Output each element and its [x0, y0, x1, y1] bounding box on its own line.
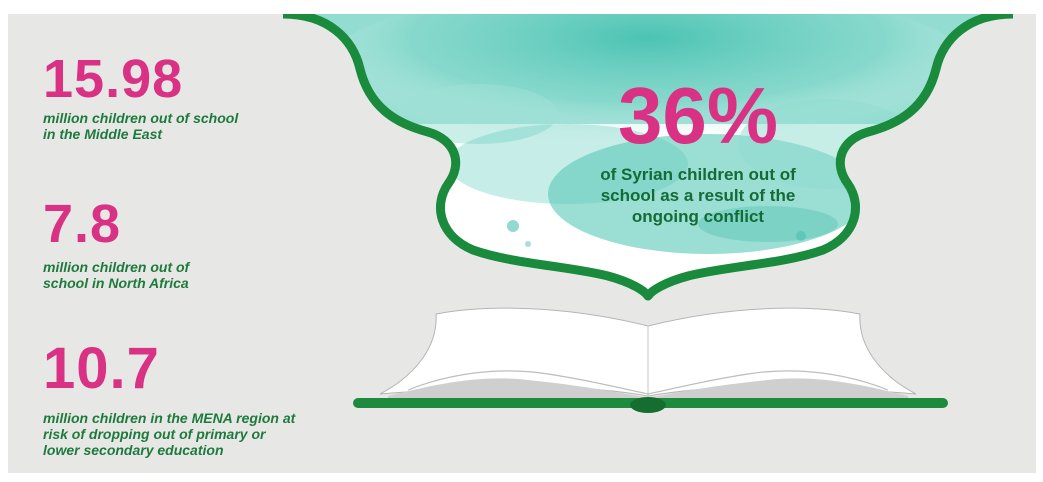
banner-description: of Syrian children out of school as a re… [538, 164, 858, 227]
banner-description-line: of Syrian children out of [600, 165, 796, 184]
illustration [282, 14, 1014, 413]
stat-description-mena: million children in the MENA region at r… [43, 410, 295, 458]
stat-description-middle-east: million children out of school in the Mi… [43, 110, 238, 142]
stat-description-line: school in North Africa [43, 275, 189, 291]
stat-description-line: lower secondary education [43, 442, 224, 458]
banner-description-line: ongoing conflict [631, 207, 765, 226]
open-book-icon [353, 307, 948, 413]
stat-description-line: million children out of school [43, 110, 239, 126]
stat-number-north-africa: 7.8 [43, 194, 122, 254]
stat-description-line: risk of dropping out of primary or [43, 426, 266, 442]
stat-description-line: million children in the MENA region at [43, 410, 296, 426]
stat-number-middle-east: 15.98 [43, 49, 184, 109]
infographic-canvas: 15.98 million children out of school in … [8, 14, 1036, 473]
stat-description-line: million children out of [43, 259, 190, 275]
stat-description-line: in the Middle East [43, 126, 163, 142]
banner-percentage: 36% [617, 71, 779, 160]
stat-number-mena: 10.7 [43, 336, 160, 401]
banner-description-line: school as a result of the [600, 186, 796, 205]
stat-description-north-africa: million children out of school in North … [43, 259, 189, 291]
